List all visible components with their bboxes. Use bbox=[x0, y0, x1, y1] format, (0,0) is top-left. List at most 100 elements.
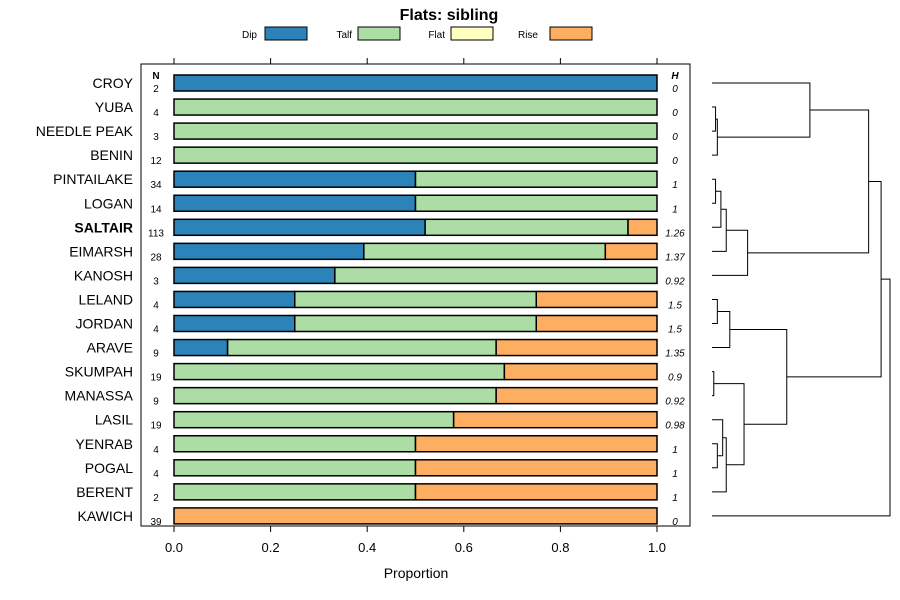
bar-segment-talf bbox=[173, 146, 658, 164]
category-label: SKUMPAH bbox=[65, 364, 133, 380]
x-axis: 0.0 0.2 0.4 0.6 0.8 1.0 bbox=[165, 58, 666, 555]
category-label: BERENT bbox=[76, 484, 133, 500]
bar-segment-dip bbox=[173, 266, 336, 285]
n-value: 14 bbox=[150, 204, 162, 215]
bar-segment-talf bbox=[173, 362, 506, 381]
n-value: 12 bbox=[150, 156, 162, 167]
dendrogram-link bbox=[712, 118, 718, 156]
bar-segment-dip bbox=[173, 290, 296, 309]
n-value: 4 bbox=[153, 108, 159, 119]
bar-segment-talf bbox=[173, 122, 658, 140]
bar-segment-dip bbox=[173, 170, 417, 188]
dendrogram-link bbox=[713, 383, 745, 466]
legend-label-rise: Rise bbox=[518, 30, 538, 41]
bars-group bbox=[173, 74, 658, 525]
n-value: 4 bbox=[153, 469, 159, 480]
dendrogram-link bbox=[747, 109, 870, 254]
bar-segment-rise bbox=[452, 410, 658, 429]
n-value: 4 bbox=[153, 300, 159, 311]
h-value: 1 bbox=[672, 469, 678, 480]
category-label: POGAL bbox=[85, 460, 133, 476]
dendrogram-link bbox=[712, 208, 727, 252]
dendrogram-link bbox=[712, 437, 727, 493]
n-value: 3 bbox=[153, 276, 159, 287]
bar-segment-rise bbox=[503, 362, 658, 381]
bar-segment-dip bbox=[173, 74, 658, 92]
bar-segment-talf bbox=[173, 98, 658, 116]
bar-segment-talf bbox=[226, 338, 497, 357]
x-tick-label: 0.6 bbox=[455, 540, 473, 555]
x-tick-label: 1.0 bbox=[648, 540, 666, 555]
h-value: 0 bbox=[672, 132, 678, 143]
n-value: 39 bbox=[150, 517, 162, 528]
category-label: KAWICH bbox=[78, 508, 133, 524]
h-value: 1.5 bbox=[668, 325, 682, 336]
x-tick-label: 0.2 bbox=[262, 540, 280, 555]
dendrogram-link bbox=[712, 178, 717, 204]
dendrogram-link bbox=[712, 229, 749, 276]
bar-segment-rise bbox=[414, 435, 658, 453]
h-value: 1 bbox=[672, 180, 678, 191]
bar-segment-dip bbox=[173, 194, 417, 212]
bar-segment-rise bbox=[414, 483, 658, 501]
category-label: EIMARSH bbox=[69, 243, 133, 259]
x-tick-label: 0.4 bbox=[358, 540, 376, 555]
bar-segment-rise bbox=[495, 338, 658, 357]
n-value: 19 bbox=[150, 421, 162, 432]
x-tick-label: 0.0 bbox=[165, 540, 183, 555]
bar-segment-talf bbox=[414, 194, 658, 212]
n-value: 34 bbox=[150, 180, 162, 191]
legend-label-talf: Talf bbox=[336, 30, 352, 41]
bar-segment-talf bbox=[173, 459, 417, 477]
h-value: 0.92 bbox=[665, 276, 685, 287]
h-value: 0 bbox=[672, 156, 678, 167]
dendrogram-link bbox=[712, 106, 717, 132]
h-value: 1 bbox=[672, 204, 678, 215]
legend-label-dip: Dip bbox=[242, 30, 257, 41]
plot-frame bbox=[140, 63, 691, 527]
bar-segment-dip bbox=[173, 218, 426, 237]
h-value: 0.98 bbox=[665, 421, 685, 432]
dendrogram-link bbox=[712, 190, 722, 228]
category-label: JORDAN bbox=[75, 316, 133, 332]
category-label: CROY bbox=[93, 75, 134, 91]
h-value: 1.35 bbox=[665, 349, 685, 360]
n-value: 3 bbox=[153, 132, 159, 143]
bar-segment-rise bbox=[535, 290, 658, 309]
category-label: KANOSH bbox=[74, 267, 133, 283]
dendrogram-link bbox=[712, 82, 811, 138]
bar-segment-rise bbox=[535, 314, 658, 333]
bar-segment-rise bbox=[604, 242, 658, 261]
n-column-header: N bbox=[152, 71, 159, 82]
h-column-header: H bbox=[671, 71, 679, 82]
category-label: LELAND bbox=[79, 291, 133, 307]
bar-segment-dip bbox=[173, 338, 229, 357]
bar-segment-rise bbox=[627, 218, 658, 237]
bar-segment-rise bbox=[414, 459, 658, 477]
n-value: 4 bbox=[153, 445, 159, 456]
legend-swatch-dip bbox=[264, 26, 308, 41]
bar-segment-talf bbox=[424, 218, 629, 237]
h-value: 0 bbox=[672, 84, 678, 95]
dendrogram-link bbox=[712, 310, 731, 349]
category-label: NEEDLE PEAK bbox=[36, 123, 134, 139]
dendrogram-link bbox=[712, 298, 718, 324]
category-label: LASIL bbox=[95, 412, 133, 428]
dendrogram-link bbox=[712, 371, 715, 397]
category-label: BENIN bbox=[90, 147, 133, 163]
bar-segment-talf bbox=[173, 410, 455, 429]
chart-title: Flats: sibling bbox=[400, 7, 499, 24]
category-label: SALTAIR bbox=[74, 219, 133, 235]
legend: Dip Talf Flat Rise bbox=[242, 26, 593, 41]
dendrogram-link bbox=[729, 329, 788, 425]
bar-segment-talf bbox=[414, 170, 658, 188]
h-value: 0 bbox=[672, 517, 678, 528]
category-label: ARAVE bbox=[87, 340, 133, 356]
h-value: 1 bbox=[672, 445, 678, 456]
n-value: 28 bbox=[150, 252, 162, 263]
dendrogram-link bbox=[786, 180, 882, 378]
bar-segment-talf bbox=[173, 483, 417, 501]
category-label: MANASSA bbox=[65, 388, 134, 404]
